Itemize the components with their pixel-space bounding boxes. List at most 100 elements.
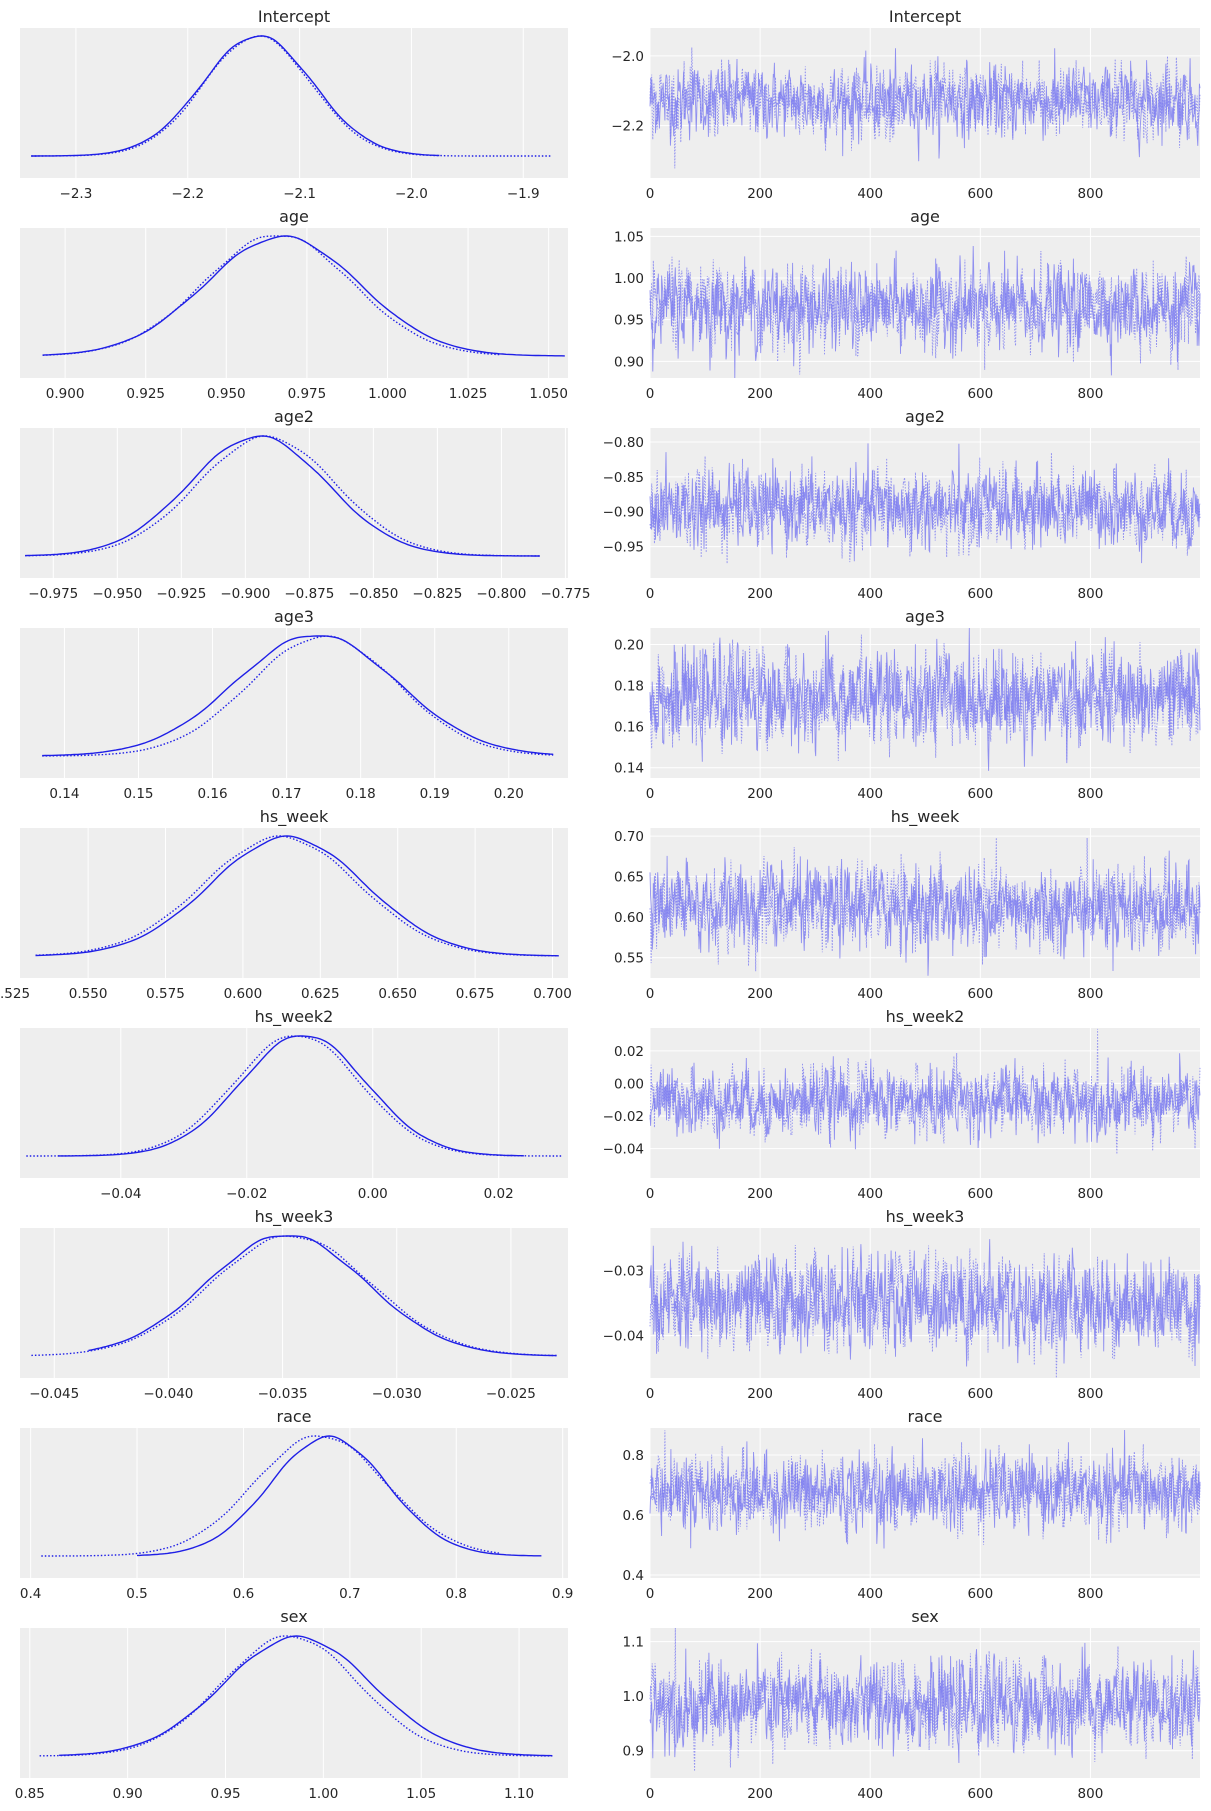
kde-panel-bg bbox=[20, 828, 568, 978]
x-tick-label: −0.04 bbox=[100, 1186, 141, 1202]
x-tick-label: 0.550 bbox=[69, 986, 108, 1002]
kde-panel-bg bbox=[20, 1228, 568, 1378]
y-tick-label: −0.04 bbox=[603, 1142, 644, 1158]
x-tick-label: 400 bbox=[857, 386, 883, 402]
x-tick-label: 0.6 bbox=[233, 1586, 254, 1602]
trace-panel-title: sex bbox=[911, 1607, 938, 1626]
x-tick-label: 800 bbox=[1078, 386, 1104, 402]
x-tick-label: 0.5 bbox=[126, 1586, 147, 1602]
kde-curve-solid bbox=[57, 1035, 524, 1157]
trace-line-solid bbox=[649, 1642, 1201, 1764]
x-tick-label: −0.035 bbox=[258, 1386, 308, 1402]
trace-panel-8: 0 200 400 600 800 1.1 1.0 0.9 sex bbox=[623, 1607, 1201, 1802]
x-tick-label: 0.525 bbox=[0, 986, 30, 1002]
trace-panel-3: 0 200 400 600 800 0.20 0.18 0.16 0.14 age3 bbox=[614, 607, 1201, 802]
x-tick-label: 600 bbox=[967, 1186, 993, 1202]
trace-line-dotted bbox=[649, 837, 1201, 972]
x-tick-label: 0.600 bbox=[224, 986, 263, 1002]
kde-panel-title: race bbox=[276, 1407, 311, 1426]
x-tick-label: −2.3 bbox=[60, 186, 93, 202]
kde-panel-4: 0.525 0.550 0.575 0.600 0.625 0.650 0.675 0.700… bbox=[0, 807, 572, 1002]
y-tick-label: 0.02 bbox=[614, 1044, 644, 1060]
x-tick-label: 0.14 bbox=[49, 786, 79, 802]
x-tick-label: 1.00 bbox=[308, 1786, 338, 1802]
x-tick-label: −0.900 bbox=[220, 586, 270, 602]
x-tick-label: 0.85 bbox=[15, 1786, 45, 1802]
x-tick-label: 600 bbox=[967, 786, 993, 802]
y-tick-label: 0.14 bbox=[614, 761, 644, 777]
trace-panel-4: 0 200 400 600 800 0.70 0.65 0.60 0.55 hs_week bbox=[614, 807, 1201, 1002]
y-tick-label: 0.55 bbox=[614, 951, 644, 967]
kde-curve-solid bbox=[42, 635, 554, 757]
kde-curve-dotted bbox=[42, 635, 554, 757]
x-tick-label: 0 bbox=[646, 1786, 655, 1802]
x-tick-label: −0.825 bbox=[412, 586, 462, 602]
x-tick-label: 0.8 bbox=[446, 1586, 467, 1602]
x-tick-label: 400 bbox=[857, 986, 883, 1002]
x-tick-label: 600 bbox=[967, 586, 993, 602]
trace-panel-bg bbox=[650, 428, 1200, 578]
kde-curve-dotted bbox=[35, 835, 559, 957]
trace-panel-title: age3 bbox=[905, 607, 945, 626]
y-tick-label: −0.90 bbox=[603, 505, 644, 521]
x-tick-label: 0 bbox=[646, 186, 655, 202]
x-tick-label: −0.850 bbox=[348, 586, 398, 602]
trace-line-dotted bbox=[649, 1430, 1201, 1545]
trace-line-solid bbox=[649, 443, 1201, 564]
x-tick-label: −0.02 bbox=[226, 1186, 267, 1202]
x-tick-label: −0.950 bbox=[92, 586, 142, 602]
x-tick-label: 600 bbox=[967, 986, 993, 1002]
kde-panel-title: Intercept bbox=[258, 7, 330, 26]
kde-panel-bg bbox=[20, 228, 568, 378]
kde-panel-title: age bbox=[279, 207, 309, 226]
y-tick-label: 0.70 bbox=[614, 829, 644, 845]
x-tick-label: 1.050 bbox=[529, 386, 568, 402]
x-tick-label: 0 bbox=[646, 1386, 655, 1402]
y-tick-label: 0.16 bbox=[614, 720, 644, 736]
y-tick-label: −2.2 bbox=[611, 119, 644, 135]
x-tick-label: 800 bbox=[1078, 1586, 1104, 1602]
x-tick-label: 0.95 bbox=[210, 1786, 240, 1802]
x-tick-label: −1.9 bbox=[507, 186, 540, 202]
y-tick-label: 0.9 bbox=[623, 1744, 644, 1760]
kde-panel-bg bbox=[20, 628, 568, 778]
x-tick-label: 600 bbox=[967, 1386, 993, 1402]
trace-panel-title: race bbox=[907, 1407, 942, 1426]
x-tick-label: 200 bbox=[747, 1186, 773, 1202]
x-tick-label: 0.575 bbox=[146, 986, 185, 1002]
x-tick-label: 200 bbox=[747, 1586, 773, 1602]
x-tick-label: 0.975 bbox=[288, 386, 327, 402]
x-tick-label: 600 bbox=[967, 386, 993, 402]
x-tick-label: 0.700 bbox=[533, 986, 572, 1002]
x-tick-label: 0.17 bbox=[272, 786, 302, 802]
x-tick-label: 0 bbox=[646, 786, 655, 802]
x-tick-label: 200 bbox=[747, 986, 773, 1002]
y-tick-label: 0.20 bbox=[614, 637, 644, 653]
x-tick-label: 400 bbox=[857, 1186, 883, 1202]
kde-curve-dotted bbox=[31, 35, 552, 157]
trace-panel-title: hs_week bbox=[891, 807, 960, 827]
kde-panel-6: −0.045 −0.040 −0.035 −0.030 −0.025 hs_week3 bbox=[20, 1207, 568, 1402]
trace-panel-title: age bbox=[910, 207, 940, 226]
x-tick-label: 0 bbox=[646, 1186, 655, 1202]
x-tick-label: −0.975 bbox=[28, 586, 78, 602]
y-tick-label: −0.03 bbox=[603, 1263, 644, 1279]
x-tick-label: 1.025 bbox=[449, 386, 488, 402]
x-tick-label: 0.7 bbox=[339, 1586, 360, 1602]
x-tick-label: 800 bbox=[1078, 1786, 1104, 1802]
trace-line-dotted bbox=[649, 1244, 1201, 1379]
x-tick-label: 0.4 bbox=[20, 1586, 41, 1602]
kde-curve-solid bbox=[59, 1635, 553, 1757]
trace-line-dotted bbox=[649, 1627, 1201, 1772]
x-tick-label: 0.16 bbox=[198, 786, 228, 802]
trace-panel-5: 0 200 400 600 800 0.02 0.00 −0.02 −0.04 hs_week2 bbox=[603, 1007, 1201, 1202]
x-tick-label: 400 bbox=[857, 1586, 883, 1602]
y-tick-label: 1.0 bbox=[623, 1689, 644, 1705]
kde-panel-0: −2.3 −2.2 −2.1 −2.0 −1.9 Intercept bbox=[20, 7, 568, 202]
trace-panel-title: age2 bbox=[905, 407, 945, 426]
x-tick-label: −0.925 bbox=[156, 586, 206, 602]
x-tick-label: −2.0 bbox=[395, 186, 428, 202]
x-tick-label: 0.625 bbox=[301, 986, 340, 1002]
trace-panel-0: 0 200 400 600 800 −2.0 −2.2 Intercept bbox=[611, 7, 1201, 202]
